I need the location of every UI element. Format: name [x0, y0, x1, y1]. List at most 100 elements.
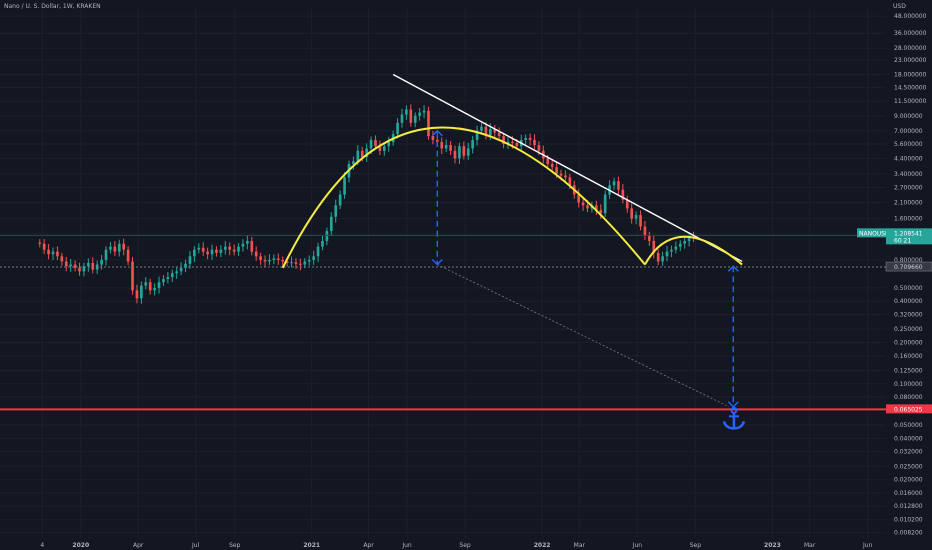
candle-body [303, 261, 307, 265]
candle-body [444, 145, 448, 149]
price-tick-label: 48.000000 [894, 13, 927, 20]
candle-body [612, 181, 616, 186]
candle-body [281, 259, 285, 262]
candle-body [299, 263, 302, 265]
candle-body [157, 282, 161, 288]
price-tick-label: 3.400000 [894, 171, 923, 178]
candle-body [170, 273, 174, 278]
candle-body [51, 251, 55, 255]
candle-body [47, 249, 50, 255]
candle-body [374, 139, 377, 147]
measure-arrow-head-top [727, 265, 739, 272]
candle-body [453, 150, 457, 159]
price-tick-label: 0.320000 [894, 311, 923, 318]
candle-body [91, 262, 95, 270]
candle-body [38, 242, 42, 244]
price-tick-label: 0.012800 [894, 503, 923, 510]
time-tick-label: Sep [229, 542, 241, 549]
candle-body [219, 249, 223, 253]
price-tick-label: 0.016000 [894, 490, 923, 497]
time-tick-label: Mar [574, 542, 586, 549]
time-scale: 4 2020 Apr Jul Sep 2021 Apr Jun Sep 2022 Mar Jun Sep… [40, 542, 872, 549]
candle-body [148, 282, 152, 291]
price-tick-label: 0.160000 [894, 353, 923, 360]
candle-body [206, 251, 209, 255]
measure-arrow-head-bottom [431, 259, 443, 266]
candle-body [263, 259, 267, 262]
candle-body [440, 141, 444, 149]
candle-body [294, 262, 298, 264]
candle-body [329, 216, 333, 232]
candlestick-series [38, 104, 695, 304]
target-price-tag-value: 0.065025 [894, 406, 923, 413]
time-tick-label: 2023 [764, 542, 781, 549]
price-scale-currency: USD [893, 3, 906, 10]
candle-body [656, 252, 660, 262]
candle-body [69, 264, 73, 267]
candle-body [462, 146, 466, 156]
candle-body [564, 175, 567, 178]
candle-body [321, 240, 324, 247]
price-tick-label: 0.008200 [894, 530, 923, 537]
price-tick-label: 0.025000 [894, 463, 923, 470]
candle-body [250, 240, 254, 252]
price-tick-label: 0.200000 [894, 339, 923, 346]
time-tick-label: 4 [40, 542, 44, 549]
candle-body [166, 277, 170, 280]
price-tick-label: 2.700000 [894, 184, 923, 191]
candle-body [678, 243, 682, 247]
candle-body [56, 251, 59, 257]
candle-body [254, 251, 258, 257]
price-tick-label: 7.000000 [894, 128, 923, 135]
candle-body [493, 129, 497, 133]
candle-body [126, 249, 130, 262]
candle-body [409, 109, 413, 123]
candle-body [405, 109, 408, 115]
candle-body [599, 210, 603, 214]
candle-body [365, 148, 368, 158]
price-scale: USD 48.000000 36.000000 28.000000 23.000000 1… [886, 0, 932, 550]
candle-body [122, 243, 126, 250]
price-tick-label: 1.600000 [894, 216, 923, 223]
price-tick-label: 0.500000 [894, 285, 923, 292]
candle-body [276, 258, 280, 260]
candle-body [630, 208, 634, 219]
time-tick-label: 2022 [534, 542, 551, 549]
candle-body [648, 235, 651, 241]
candle-body [188, 256, 192, 264]
candle-body [458, 146, 461, 159]
candle-body [312, 256, 315, 260]
candle-body [210, 249, 214, 255]
candle-body [586, 205, 589, 209]
time-tick-label: Jun [632, 542, 643, 549]
candle-body [64, 261, 68, 267]
candle-body [73, 264, 77, 268]
candle-body [515, 142, 519, 147]
candle-body [466, 148, 470, 156]
candle-body [184, 263, 187, 268]
candle-body [634, 215, 638, 219]
price-tick-label: 18.000000 [894, 72, 927, 79]
time-tick-label: Apr [363, 542, 374, 549]
candle-body [241, 243, 245, 247]
candle-body [418, 112, 421, 116]
time-tick-label: Mar [804, 542, 816, 549]
candle-body [652, 240, 656, 253]
candle-body [228, 246, 232, 250]
candle-body [674, 246, 678, 250]
candle-body [449, 145, 452, 151]
last-price-tag-value: 1.208541 [894, 230, 923, 237]
candle-body [60, 256, 64, 262]
candle-body [427, 110, 430, 137]
candle-body [400, 114, 404, 123]
candle-body [259, 256, 262, 260]
candle-body [378, 146, 382, 151]
candle-body [325, 231, 329, 241]
price-tick-label: 36.000000 [894, 30, 927, 37]
candle-body [533, 139, 536, 146]
last-price-tag [886, 228, 932, 245]
time-tick-label: Sep [690, 542, 702, 549]
symbol-tag [857, 228, 886, 238]
candle-body [683, 240, 687, 244]
